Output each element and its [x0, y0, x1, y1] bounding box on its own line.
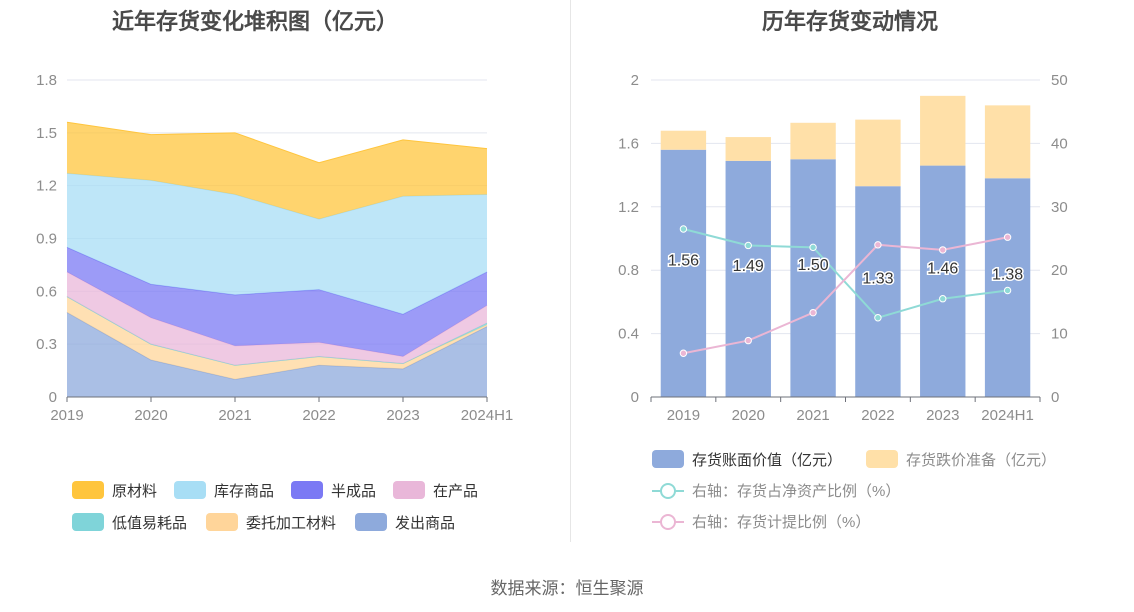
- right-y-tick-label: 0: [631, 389, 639, 406]
- area-series: [67, 247, 487, 357]
- legend-swatch: [174, 481, 206, 499]
- bar-book-value: [660, 149, 707, 397]
- line-point: [939, 246, 947, 254]
- right-y-tick-label: 1.6: [618, 135, 639, 152]
- right-y2-tick-label: 40: [1051, 135, 1068, 152]
- right-x-tick-label: 2019: [667, 407, 700, 424]
- legend-swatch: [393, 481, 425, 499]
- left-x-tick-label: 2022: [302, 407, 335, 424]
- line-point: [939, 295, 947, 303]
- area-series: [67, 271, 487, 366]
- line-point: [809, 308, 817, 317]
- legend-swatch: [72, 513, 104, 531]
- right-x-tick-label: 2021: [796, 407, 829, 424]
- area-series-edge: [66, 121, 488, 164]
- left-x-tick-label: 2019: [50, 407, 83, 424]
- line-series: [683, 228, 1008, 319]
- line-point: [679, 225, 688, 233]
- right-y-tick-label: 1.2: [618, 199, 639, 216]
- area-series: [67, 173, 487, 315]
- legend-swatch: [355, 513, 387, 531]
- left-y-tick-label: 0.9: [36, 231, 57, 248]
- legend-label: 存货账面价值（亿元）: [692, 452, 842, 469]
- right-y2-tick-label: 20: [1051, 262, 1068, 279]
- legend-swatch: [72, 481, 104, 499]
- left-y-tick-label: 1.8: [36, 72, 57, 89]
- bar-impairment: [920, 95, 966, 166]
- area-series-edge: [66, 246, 488, 315]
- right-y-tick-label: 0.4: [618, 326, 639, 343]
- line-point: [1003, 286, 1012, 295]
- left-y-tick-label: 0.6: [36, 283, 57, 300]
- area-series: [67, 296, 487, 380]
- legend-label: 右轴：存货计提比例（%）: [692, 514, 870, 531]
- left-x-tick-label: 2020: [134, 407, 167, 424]
- legend-label: 半成品: [331, 483, 376, 500]
- legend-swatch: [206, 513, 238, 531]
- right-x-tick-label: 2024H1: [981, 407, 1034, 424]
- bar-impairment: [855, 119, 901, 187]
- line-point: [744, 336, 752, 345]
- legend-label: 原材料: [112, 483, 157, 500]
- right-y-tick-label: 2: [631, 72, 639, 89]
- legend-label: 在产品: [433, 483, 478, 500]
- left-x-tick-label: 2023: [386, 407, 419, 424]
- legend-label: 委托加工材料: [246, 515, 336, 532]
- right-x-tick-label: 2023: [926, 407, 959, 424]
- right-chart-title: 历年存货变动情况: [762, 9, 939, 34]
- area-series: [67, 122, 487, 220]
- bar-impairment: [984, 105, 1031, 179]
- line-point: [874, 314, 882, 322]
- legend-label: 右轴：存货占净资产比例（%）: [692, 483, 900, 500]
- left-x-tick-label: 2024H1: [461, 407, 514, 424]
- line-point: [744, 241, 752, 250]
- panel-divider: [570, 0, 571, 542]
- bar-impairment: [725, 137, 771, 161]
- left-y-tick-label: 1.2: [36, 178, 57, 195]
- left-x-tick-label: 2021: [218, 407, 251, 424]
- legend-swatch: [652, 450, 684, 468]
- line-point: [1003, 233, 1012, 241]
- line-point: [809, 243, 817, 252]
- legend-label: 库存商品: [214, 483, 274, 500]
- area-series: [67, 312, 487, 397]
- right-y2-tick-label: 30: [1051, 199, 1068, 216]
- left-y-tick-label: 0: [49, 389, 57, 406]
- bar-value-label: 1.50: [798, 257, 829, 274]
- right-x-tick-label: 2022: [861, 407, 894, 424]
- right-y2-tick-label: 0: [1051, 389, 1059, 406]
- right-y-tick-label: 0.8: [618, 262, 639, 279]
- bar-value-label: 1.46: [927, 260, 958, 277]
- bar-value-label: 1.38: [992, 267, 1023, 284]
- legend-marker: [660, 483, 676, 499]
- right-x-tick-label: 2020: [732, 407, 765, 424]
- bar-impairment: [660, 130, 707, 150]
- line-point: [874, 241, 882, 249]
- legend-swatch: [866, 450, 898, 468]
- legend-label: 发出商品: [395, 515, 455, 532]
- right-y2-tick-label: 50: [1051, 72, 1068, 89]
- legend-label: 存货跌价准备（亿元）: [906, 452, 1056, 469]
- data-source-note: 数据来源：恒生聚源: [490, 579, 644, 598]
- bar-book-value: [855, 186, 901, 397]
- line-point: [679, 349, 688, 357]
- bar-value-label: 1.33: [862, 271, 893, 288]
- bar-value-label: 1.49: [733, 258, 764, 275]
- bar-book-value: [920, 165, 966, 397]
- bar-book-value: [725, 160, 771, 397]
- right-y2-tick-label: 10: [1051, 326, 1068, 343]
- bar-impairment: [790, 122, 836, 160]
- line-series: [683, 236, 1008, 355]
- bar-value-label: 1.56: [668, 252, 699, 269]
- bar-book-value: [790, 159, 836, 397]
- legend-swatch: [291, 481, 323, 499]
- left-chart-title: 近年存货变化堆积图（亿元）: [112, 9, 399, 34]
- left-y-tick-label: 0.3: [36, 336, 57, 353]
- legend-marker: [660, 514, 676, 530]
- legend-label: 低值易耗品: [112, 515, 187, 532]
- left-y-tick-label: 1.5: [36, 125, 57, 142]
